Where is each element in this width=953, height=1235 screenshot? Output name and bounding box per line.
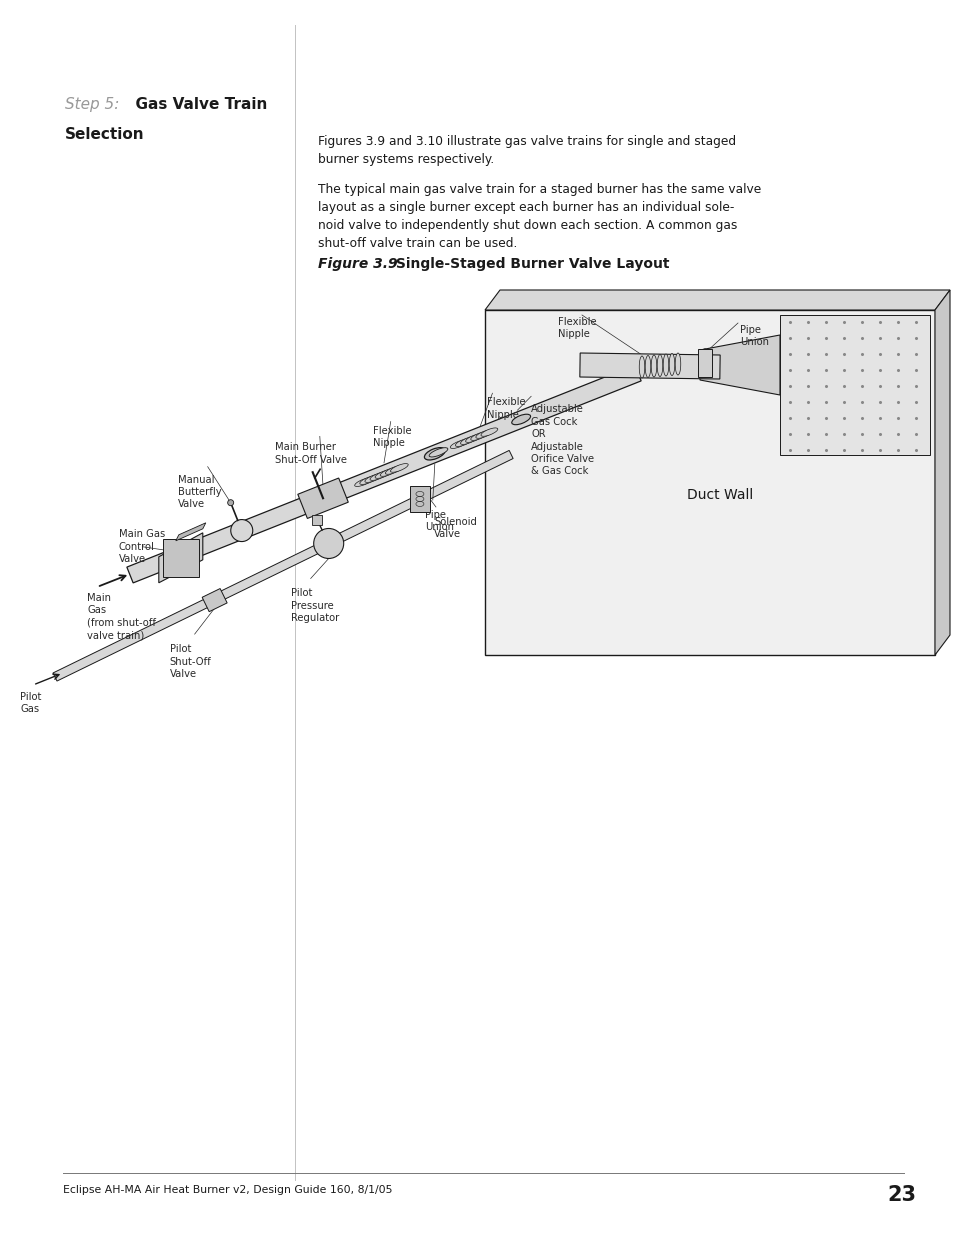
Circle shape — [314, 529, 343, 558]
Ellipse shape — [644, 356, 650, 378]
Ellipse shape — [470, 432, 487, 441]
Text: 23: 23 — [886, 1186, 915, 1205]
Text: Selection: Selection — [65, 127, 145, 142]
Polygon shape — [484, 310, 934, 655]
Ellipse shape — [359, 475, 377, 484]
Ellipse shape — [480, 427, 497, 436]
Text: Main
Gas
(from shut-off
valve train): Main Gas (from shut-off valve train) — [87, 593, 156, 640]
Ellipse shape — [476, 430, 492, 438]
Text: Main Gas
Control
Valve: Main Gas Control Valve — [119, 530, 165, 564]
Text: Eclipse AH-MA Air Heat Burner v2, Design Guide 160, 8/1/05: Eclipse AH-MA Air Heat Burner v2, Design… — [63, 1186, 392, 1195]
Bar — [163, 538, 198, 577]
Ellipse shape — [669, 353, 674, 375]
Ellipse shape — [455, 438, 472, 447]
Text: Flexible
Nipple: Flexible Nipple — [487, 398, 525, 420]
Ellipse shape — [450, 440, 467, 448]
Text: Duct Wall: Duct Wall — [686, 488, 752, 501]
Bar — [312, 515, 322, 525]
Polygon shape — [780, 315, 929, 454]
Ellipse shape — [675, 353, 680, 375]
Text: Figure 3.9: Figure 3.9 — [317, 257, 397, 270]
Text: Figures 3.9 and 3.10 illustrate gas valve trains for single and staged
burner sy: Figures 3.9 and 3.10 illustrate gas valv… — [317, 135, 736, 165]
Polygon shape — [158, 532, 203, 583]
Polygon shape — [297, 478, 348, 519]
Text: Step 5:: Step 5: — [65, 98, 119, 112]
Polygon shape — [579, 353, 720, 379]
Text: Solenoid
Valve: Solenoid Valve — [434, 517, 476, 540]
Ellipse shape — [355, 478, 372, 487]
Circle shape — [231, 520, 253, 542]
Polygon shape — [484, 290, 949, 310]
Text: Flexible
Nipple: Flexible Nipple — [558, 317, 596, 340]
Ellipse shape — [657, 354, 662, 377]
Ellipse shape — [465, 433, 482, 442]
Text: Adjustable
Gas Cock
OR
Adjustable
Orifice Valve
& Gas Cock: Adjustable Gas Cock OR Adjustable Orific… — [531, 404, 594, 477]
Polygon shape — [175, 522, 206, 541]
Text: Pilot
Pressure
Regulator: Pilot Pressure Regulator — [291, 588, 338, 624]
Ellipse shape — [424, 447, 445, 459]
Ellipse shape — [364, 474, 382, 483]
Ellipse shape — [375, 469, 393, 478]
Text: Single-Staged Burner Valve Layout: Single-Staged Burner Valve Layout — [391, 257, 669, 270]
Text: Pipe
Union: Pipe Union — [424, 510, 454, 532]
Text: Pilot
Shut-Off
Valve: Pilot Shut-Off Valve — [170, 645, 212, 679]
Polygon shape — [127, 366, 640, 583]
Polygon shape — [700, 335, 780, 395]
Ellipse shape — [385, 466, 403, 474]
Ellipse shape — [380, 468, 397, 477]
Polygon shape — [53, 451, 513, 680]
Text: Main Burner
Shut-Off Valve: Main Burner Shut-Off Valve — [274, 442, 347, 464]
Ellipse shape — [651, 354, 656, 377]
Text: Manual
Butterfly
Valve: Manual Butterfly Valve — [177, 474, 221, 510]
Ellipse shape — [639, 356, 644, 378]
Ellipse shape — [662, 354, 668, 375]
Ellipse shape — [511, 414, 530, 425]
Text: Pilot
Gas: Pilot Gas — [20, 692, 41, 714]
Text: Flexible
Nipple: Flexible Nipple — [373, 426, 411, 448]
Circle shape — [228, 500, 233, 505]
Ellipse shape — [390, 463, 408, 472]
Bar — [410, 485, 430, 513]
Ellipse shape — [370, 472, 387, 480]
Text: Gas Valve Train: Gas Valve Train — [125, 98, 267, 112]
Polygon shape — [934, 290, 949, 655]
Ellipse shape — [429, 448, 447, 457]
Ellipse shape — [699, 350, 710, 377]
Text: The typical main gas valve train for a staged burner has the same valve
layout a: The typical main gas valve train for a s… — [317, 183, 760, 249]
Text: Pipe
Union: Pipe Union — [740, 325, 768, 347]
Ellipse shape — [460, 436, 476, 445]
Bar — [202, 589, 227, 611]
Bar — [698, 350, 711, 377]
